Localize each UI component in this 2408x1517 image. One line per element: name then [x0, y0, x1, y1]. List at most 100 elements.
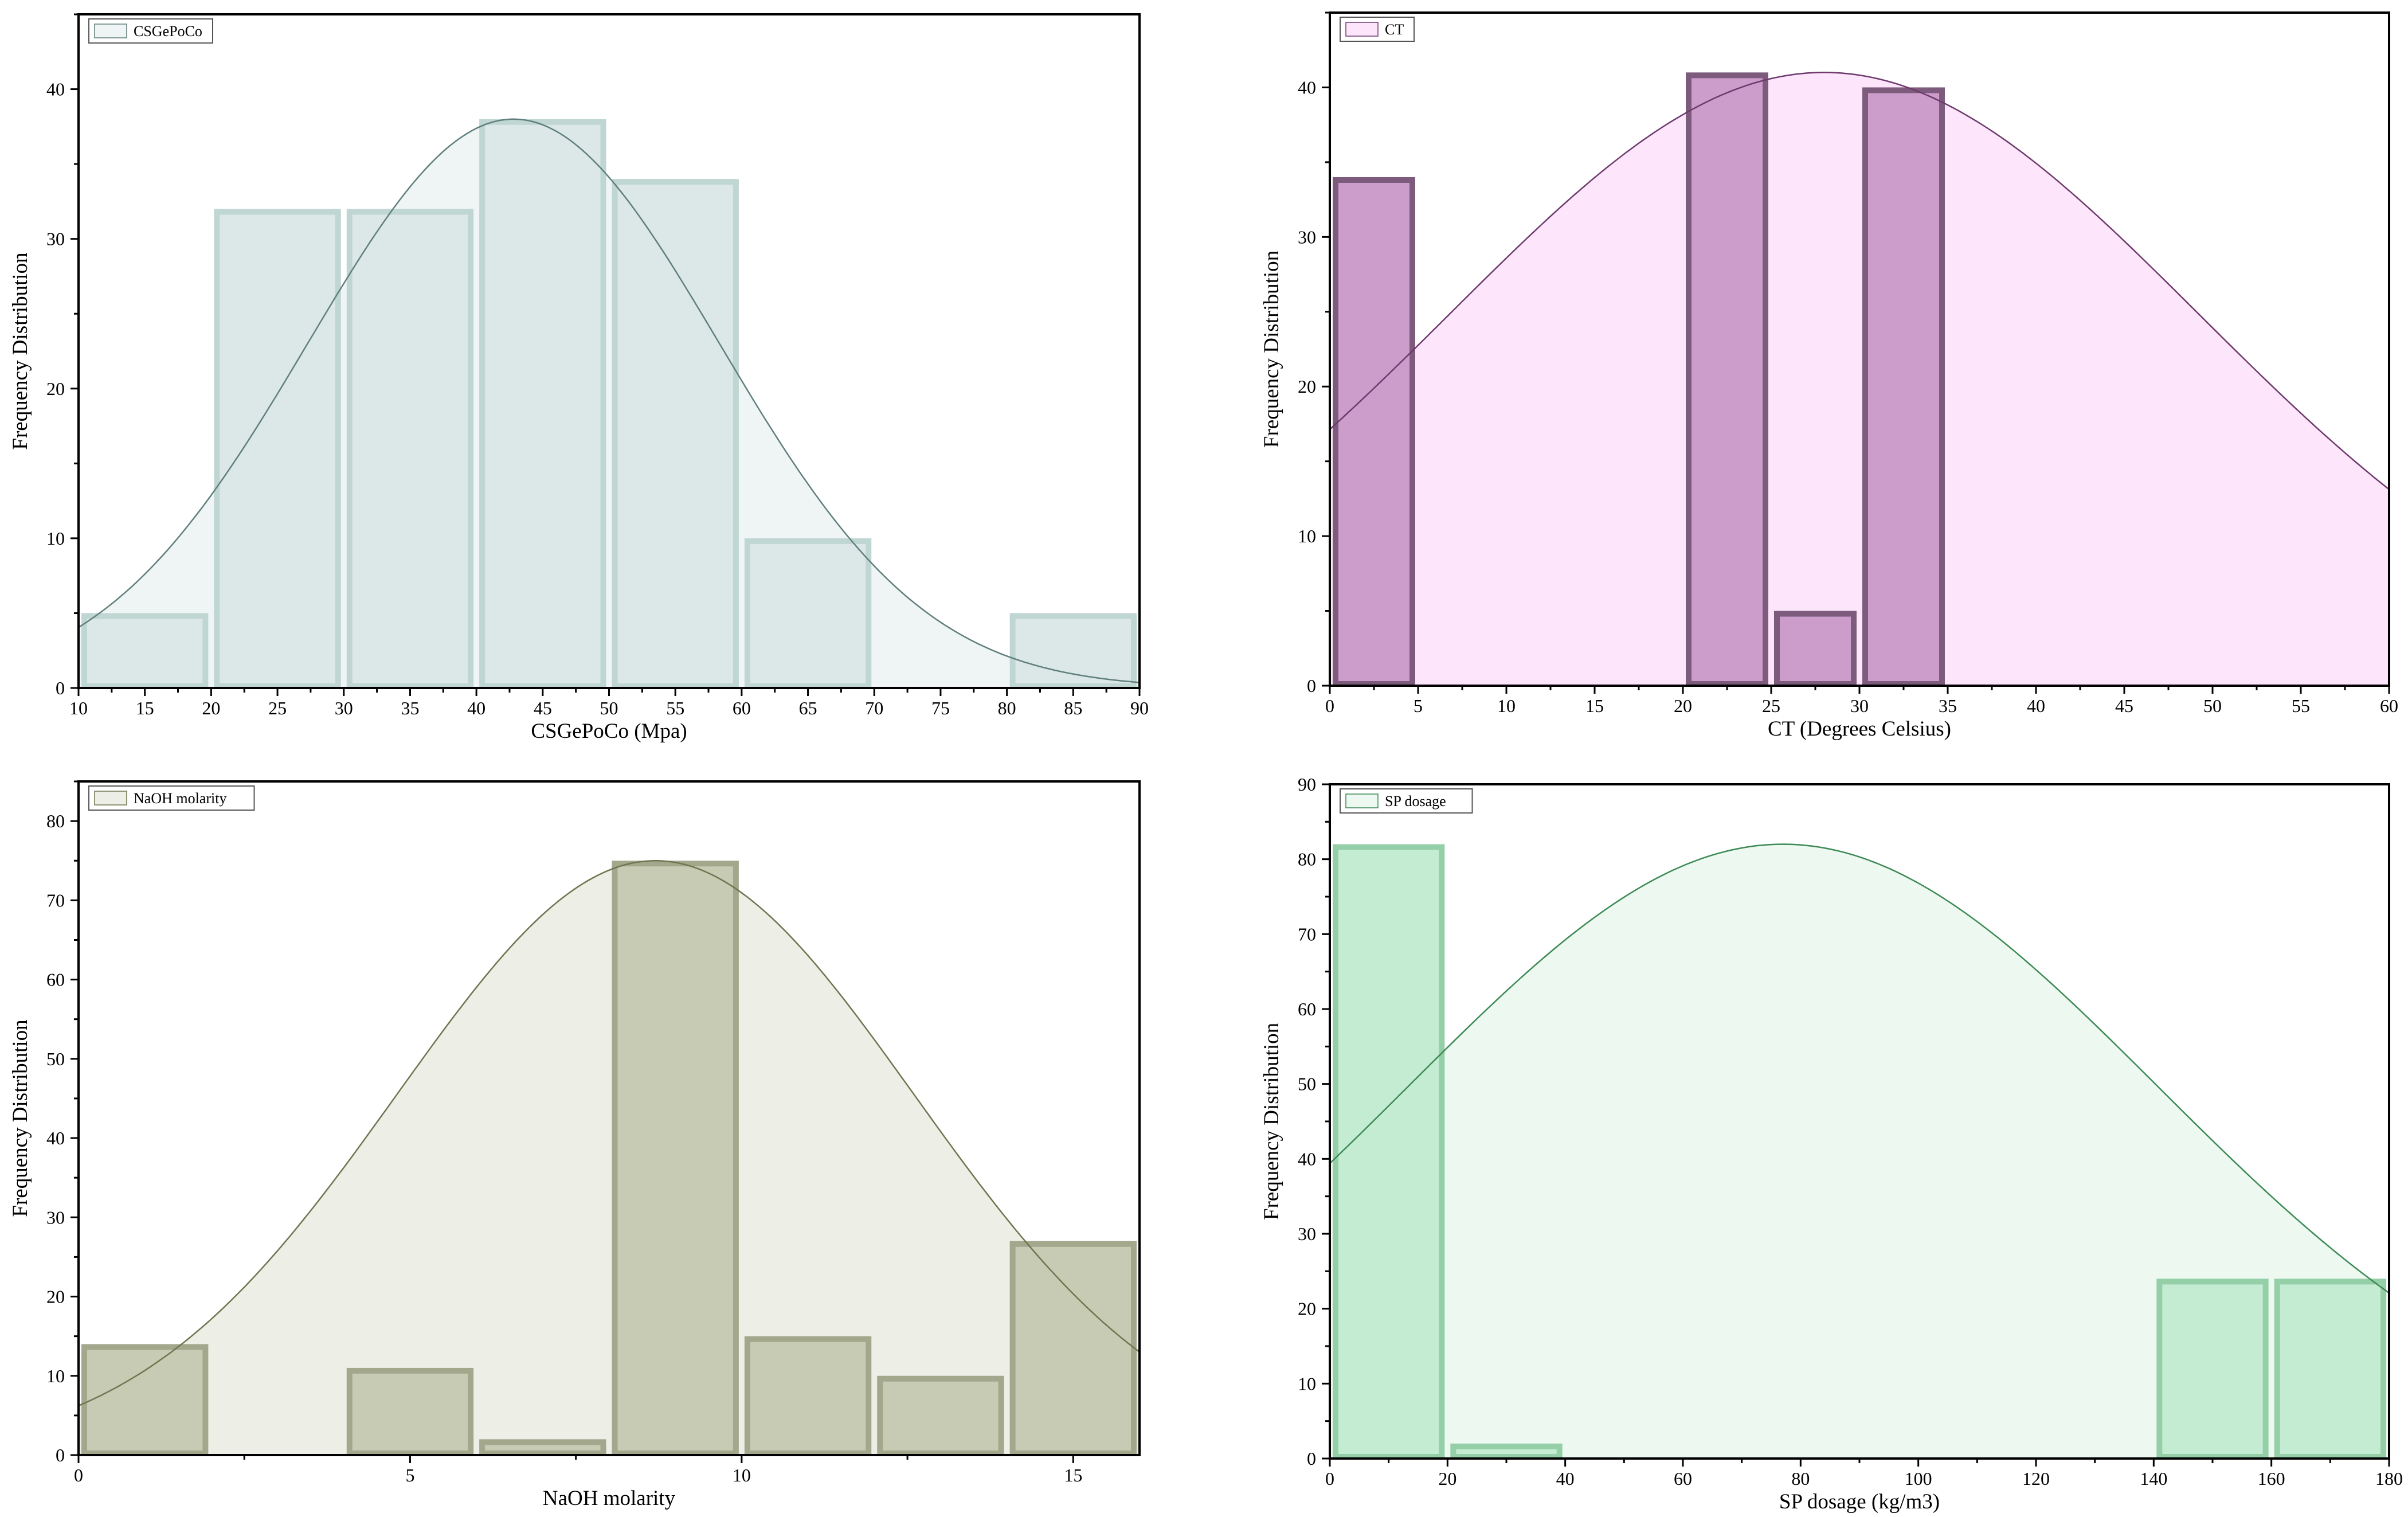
y-tick-label: 50	[1298, 1074, 1316, 1094]
histogram-bar	[479, 119, 606, 689]
y-tick-label: 70	[1298, 924, 1316, 944]
y-tick-label: 20	[46, 378, 65, 399]
y-tick-label: 10	[1298, 1373, 1316, 1394]
y-tick-label: 40	[46, 79, 65, 100]
legend-swatch	[1345, 22, 1379, 37]
y-tick-label: 20	[1298, 376, 1316, 397]
histogram-bar	[1862, 87, 1945, 687]
x-tick-label: 60	[1674, 1468, 1692, 1489]
x-tick-label: 40	[467, 698, 485, 718]
x-tick-label: 20	[1438, 1468, 1456, 1489]
x-tick-label: 20	[1674, 695, 1692, 716]
panel-ct: 0 10 20 30 40 0 5 10 15 20 25 30 35 40 45 50 55 60 CT (Deg…	[1260, 11, 2398, 741]
y-tick-label: 30	[1298, 226, 1316, 247]
y-tick-label: 80	[1298, 849, 1316, 870]
y-tick-label: 0	[56, 678, 65, 698]
y-tick-label: 60	[1298, 999, 1316, 1019]
x-tick-label: 100	[1905, 1468, 1932, 1489]
x-tick-label: 65	[799, 698, 817, 718]
y-tick-label: 10	[46, 528, 65, 549]
histogram-bar	[1009, 613, 1137, 690]
y-axis-title: Frequency Distribution	[9, 252, 32, 449]
x-tick-label: 35	[1939, 695, 1957, 716]
x-tick-label: 75	[931, 698, 950, 718]
x-tick-label: 120	[2022, 1468, 2050, 1489]
histogram-bar	[1774, 611, 1857, 687]
distribution-curve-area	[1330, 72, 2389, 686]
distribution-curve-line	[1330, 843, 2389, 1294]
y-tick-label: 0	[1307, 1448, 1316, 1469]
x-tick-label: 25	[268, 698, 287, 718]
x-tick-label: 15	[1064, 1465, 1082, 1485]
x-tick-label: 0	[1325, 1468, 1334, 1489]
y-tick-label: 20	[1298, 1299, 1316, 1319]
histogram-bar	[744, 538, 872, 690]
x-tick-label: 15	[1585, 695, 1604, 716]
histogram-bar	[1686, 72, 1768, 687]
x-axis-title: CSGePoCo (Mpa)	[531, 720, 687, 743]
x-tick-label: 5	[405, 1465, 414, 1485]
y-tick-label: 40	[1298, 77, 1316, 97]
x-tick-label: 60	[733, 698, 751, 718]
panel-naoh-molarity: 0 10 20 30 40 50 60 70 80 0 5 10 15 NaOH molarity Freq…	[9, 780, 1141, 1510]
x-tick-label: 30	[1850, 695, 1869, 716]
y-tick-label: 40	[46, 1128, 65, 1148]
x-tick-label: 80	[998, 698, 1016, 718]
x-tick-label: 60	[2380, 695, 2398, 716]
panel-sp-dosage: 0 10 20 30 40 50 60 70 80 90 0 20 40 60 80 100 120 140 160…	[1260, 774, 2403, 1514]
y-tick-label: 60	[46, 969, 65, 990]
y-tick-label: 10	[46, 1366, 65, 1386]
x-tick-label: 0	[1325, 695, 1334, 716]
x-tick-label: 0	[74, 1465, 83, 1485]
y-axis-title: Frequency Distribution	[1260, 1023, 1283, 1220]
histogram-bar	[612, 861, 739, 1456]
x-tick-label: 180	[2375, 1468, 2403, 1489]
x-tick-label: 10	[733, 1465, 751, 1485]
histogram-bar	[1450, 1443, 1563, 1460]
y-tick-label: 40	[1298, 1148, 1316, 1169]
legend-label: NaOH molarity	[134, 790, 226, 807]
x-tick-label: 85	[1064, 698, 1082, 718]
x-tick-label: 35	[401, 698, 419, 718]
histogram-bar	[2274, 1278, 2387, 1460]
x-tick-label: 10	[1497, 695, 1516, 716]
legend-label: CT	[1385, 21, 1404, 38]
x-axis-title: NaOH molarity	[543, 1487, 676, 1510]
x-axis-title: SP dosage (kg/m3)	[1779, 1490, 1940, 1514]
y-tick-label: 0	[56, 1445, 65, 1465]
legend-swatch	[94, 791, 127, 806]
histogram-bar	[612, 179, 739, 689]
histogram-bar	[81, 1344, 209, 1457]
x-tick-label: 10	[69, 698, 88, 718]
x-tick-label: 40	[2027, 695, 2045, 716]
axes-frame	[77, 780, 1141, 1456]
distribution-curve-line	[79, 118, 1140, 683]
histogram-bar	[81, 613, 209, 690]
histogram-bar	[346, 1367, 474, 1456]
histogram-bar	[479, 1439, 606, 1457]
x-tick-label: 160	[2258, 1468, 2285, 1489]
x-tick-label: 45	[2115, 695, 2133, 716]
histogram-bar	[2156, 1278, 2269, 1460]
x-tick-label: 30	[335, 698, 353, 718]
x-tick-label: 90	[1130, 698, 1149, 718]
y-tick-label: 10	[1298, 526, 1316, 546]
y-tick-label: 80	[46, 811, 65, 831]
x-tick-label: 50	[600, 698, 618, 718]
y-tick-label: 70	[46, 890, 65, 910]
x-tick-label: 80	[1791, 1468, 1810, 1489]
x-tick-label: 25	[1762, 695, 1780, 716]
x-tick-label: 55	[666, 698, 684, 718]
histogram-bar	[346, 209, 474, 689]
legend-label: SP dosage	[1385, 793, 1446, 810]
y-tick-label: 0	[1307, 675, 1316, 696]
x-tick-label: 20	[202, 698, 220, 718]
x-axis-title: CT (Degrees Celsius)	[1768, 717, 1951, 741]
distribution-curve-area	[79, 119, 1140, 688]
y-tick-label: 30	[1298, 1223, 1316, 1244]
histogram-bar	[1333, 177, 1415, 687]
histogram-bar	[214, 209, 341, 689]
y-axis-title: Frequency Distribution	[1260, 251, 1283, 448]
legend-label: CSGePoCo	[134, 23, 202, 40]
